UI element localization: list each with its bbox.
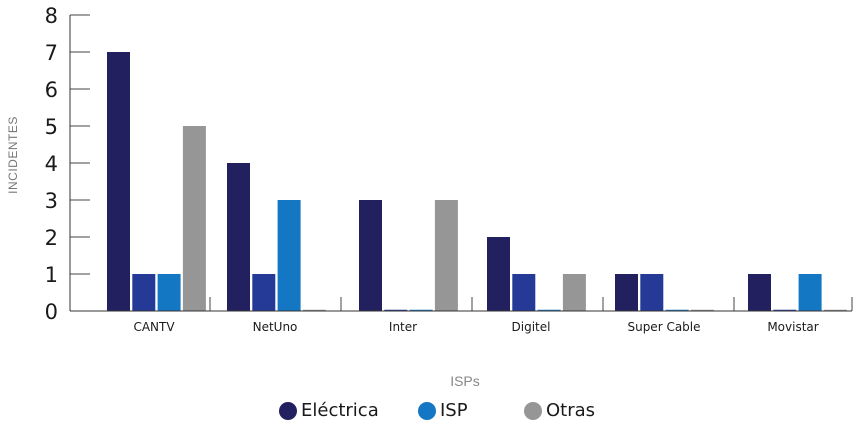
legend-item-isp: ISP bbox=[418, 400, 468, 421]
bar-super-cable-series-0 bbox=[615, 274, 638, 311]
bar-inter-series-3 bbox=[435, 200, 458, 311]
x-category-label: CANTV bbox=[133, 320, 175, 334]
x-category-label: Digitel bbox=[512, 320, 551, 334]
x-axis-label: ISPs bbox=[450, 373, 480, 389]
x-category-label: Inter bbox=[389, 320, 417, 334]
y-tick-label: 1 bbox=[45, 263, 58, 287]
y-tick-label: 4 bbox=[45, 152, 58, 176]
bar-netuno-series-2 bbox=[278, 200, 301, 311]
y-tick-label: 8 bbox=[45, 4, 58, 28]
bar-netuno-series-1 bbox=[252, 274, 275, 311]
y-tick-label: 2 bbox=[45, 226, 58, 250]
bar-movistar-series-2 bbox=[799, 274, 822, 311]
bar-digitel-series-1 bbox=[512, 274, 535, 311]
y-tick-label: 3 bbox=[45, 189, 58, 213]
bar-netuno-series-0 bbox=[227, 163, 250, 311]
bar-chart: 0 1 2 3 4 5 6 7 8 CANTV NetUno Inter Digitel Super C… bbox=[0, 0, 863, 400]
bar-cantv-series-3 bbox=[183, 126, 206, 311]
bar-cantv-series-0 bbox=[107, 52, 130, 311]
bar-digitel-series-3 bbox=[563, 274, 586, 311]
legend-label-otras: Otras bbox=[546, 400, 595, 421]
legend-item-otras: Otras bbox=[524, 400, 595, 421]
bar-cantv-series-1 bbox=[132, 274, 155, 311]
bar-movistar-series-0 bbox=[748, 274, 771, 311]
legend-swatch-isp bbox=[418, 402, 436, 420]
legend-swatch-otras bbox=[524, 402, 542, 420]
y-tick-label: 5 bbox=[45, 115, 58, 139]
bar-inter-series-0 bbox=[359, 200, 382, 311]
legend-label-electrica: Eléctrica bbox=[301, 400, 379, 421]
legend-swatch-electrica bbox=[279, 402, 297, 420]
y-axis-label: INCIDENTES bbox=[6, 116, 20, 194]
y-tick-label: 0 bbox=[45, 300, 58, 324]
bar-super-cable-series-1 bbox=[640, 274, 663, 311]
y-tick-label: 6 bbox=[45, 78, 58, 102]
legend-item-electrica: Eléctrica bbox=[279, 400, 379, 421]
chart-legend: Eléctrica ISP Otras bbox=[0, 400, 863, 426]
y-tick-label: 7 bbox=[45, 41, 58, 65]
x-category-label: NetUno bbox=[253, 320, 298, 334]
legend-label-isp: ISP bbox=[440, 400, 468, 421]
x-category-label: Movistar bbox=[767, 320, 818, 334]
bar-digitel-series-0 bbox=[487, 237, 510, 311]
x-category-label: Super Cable bbox=[627, 320, 700, 334]
bar-cantv-series-2 bbox=[158, 274, 181, 311]
